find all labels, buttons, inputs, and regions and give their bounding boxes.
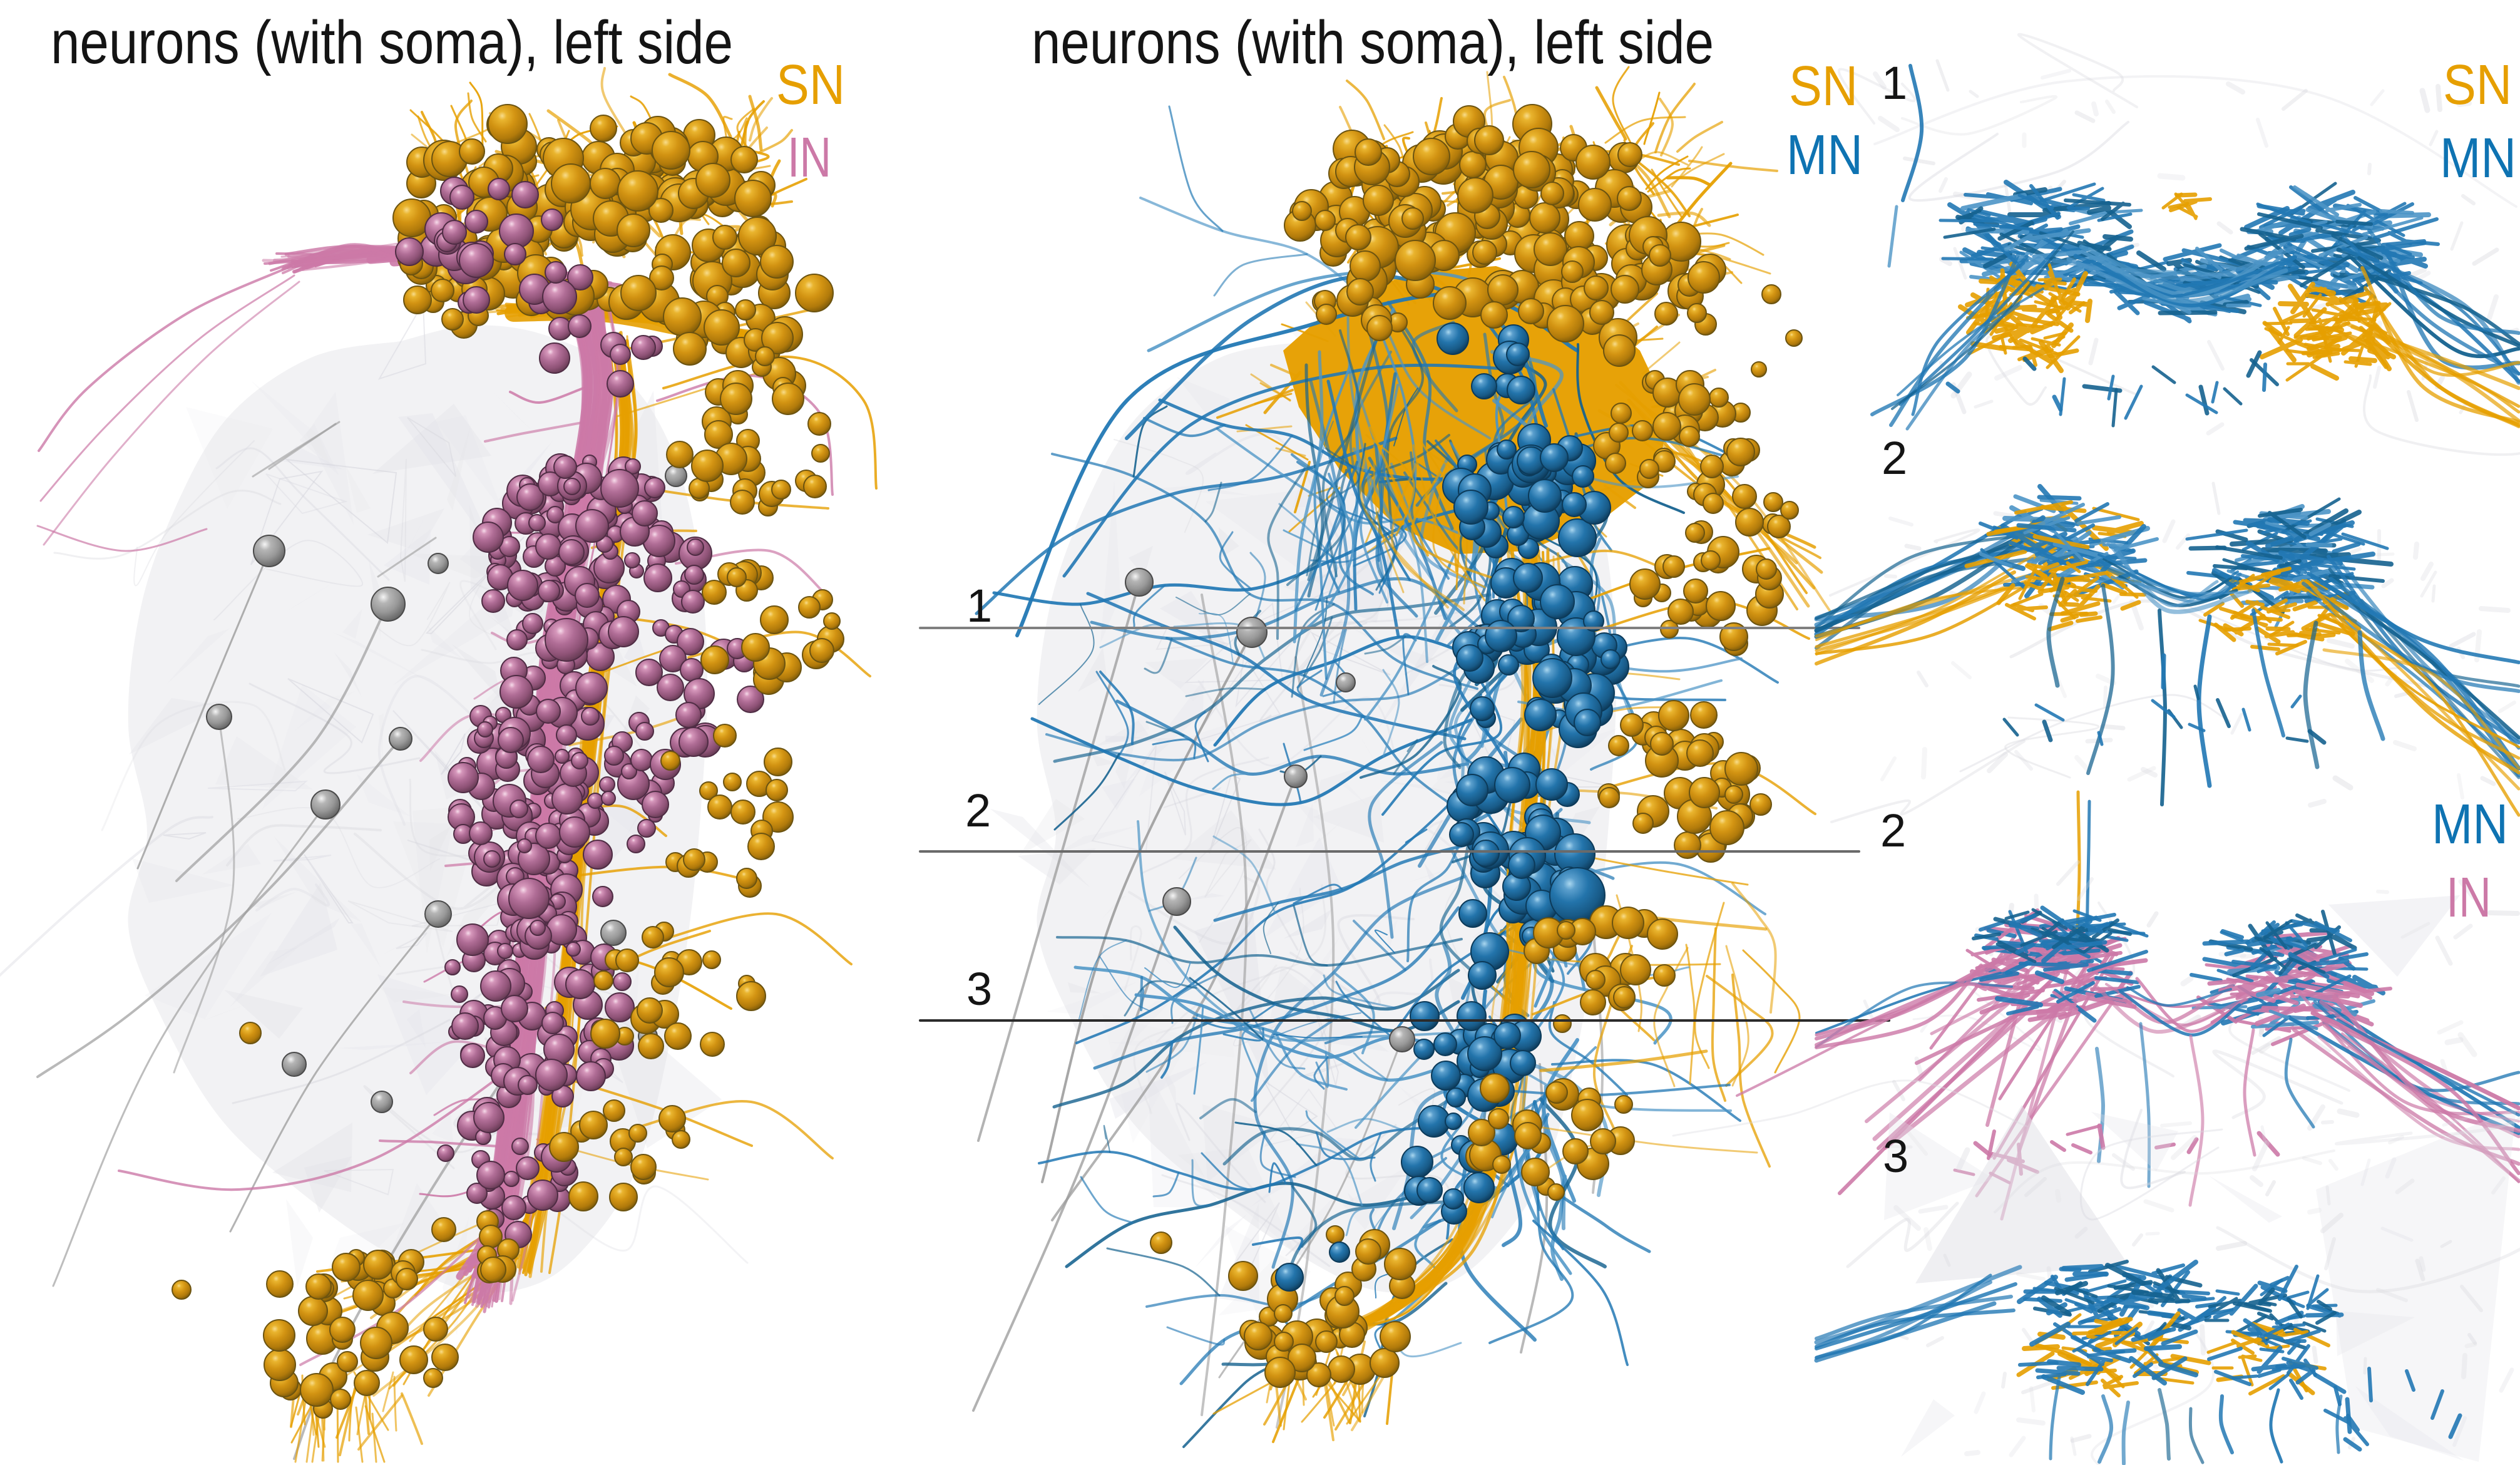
- svg-text:2: 2: [1882, 432, 1907, 484]
- svg-text:3: 3: [1883, 1130, 1908, 1182]
- svg-text:2: 2: [965, 784, 991, 836]
- svg-text:MN: MN: [1786, 124, 1863, 187]
- svg-text:1: 1: [966, 580, 992, 632]
- svg-text:IN: IN: [787, 126, 831, 189]
- svg-text:MN: MN: [2432, 793, 2508, 856]
- svg-text:2: 2: [1880, 804, 1906, 856]
- svg-text:SN: SN: [2443, 54, 2512, 116]
- svg-text:SN: SN: [776, 54, 845, 116]
- svg-text:neurons (with soma), left side: neurons (with soma), left side: [51, 8, 733, 76]
- svg-text:SN: SN: [1789, 55, 1858, 118]
- svg-text:IN: IN: [2446, 866, 2491, 929]
- svg-text:MN: MN: [2440, 127, 2516, 190]
- svg-text:1: 1: [1882, 57, 1907, 109]
- svg-text:neurons (with soma), left side: neurons (with soma), left side: [1032, 8, 1714, 76]
- svg-text:3: 3: [966, 963, 992, 1015]
